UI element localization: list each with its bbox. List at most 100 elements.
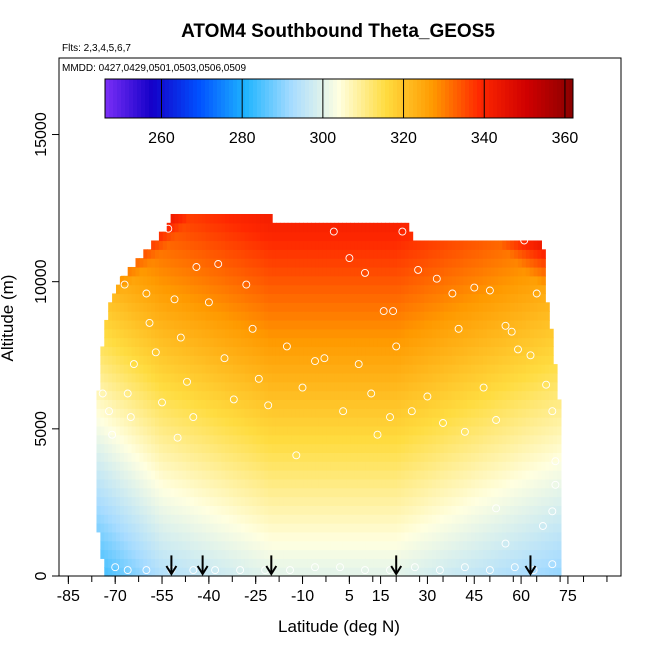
- heatmap-cell: [170, 478, 176, 489]
- heatmap-cell: [326, 337, 332, 348]
- heatmap-cell: [174, 514, 180, 524]
- heatmap-cell: [158, 567, 164, 577]
- heatmap-cell: [389, 496, 394, 506]
- heatmap-cell: [131, 293, 137, 303]
- heatmap-cell: [346, 399, 351, 409]
- heatmap-cell: [510, 461, 515, 471]
- heatmap-cell: [393, 346, 398, 356]
- heatmap-cell: [517, 266, 523, 277]
- heatmap-cell: [346, 266, 351, 277]
- x-tick-label: 60: [512, 588, 530, 605]
- heatmap-cell: [514, 434, 519, 445]
- heatmap-cell: [389, 275, 394, 286]
- heatmap-cell: [412, 461, 418, 471]
- heatmap-cell: [377, 434, 382, 445]
- heatmap-cell: [525, 417, 531, 427]
- heatmap-cell: [432, 531, 437, 542]
- heatmap-cell: [315, 567, 320, 577]
- heatmap-cell: [295, 337, 301, 348]
- heatmap-cell: [475, 443, 480, 453]
- heatmap-cell: [478, 461, 484, 471]
- heatmap-cell: [541, 284, 546, 295]
- heatmap-cell: [318, 531, 324, 542]
- heatmap-cell: [119, 319, 125, 330]
- heatmap-cell: [424, 540, 429, 551]
- heatmap-cell: [471, 258, 476, 268]
- heatmap-cell: [455, 549, 461, 559]
- heatmap-cell: [463, 540, 468, 551]
- heatmap-cell: [354, 328, 359, 339]
- heatmap-cell: [229, 346, 234, 356]
- heatmap-cell: [194, 505, 199, 515]
- heatmap-cell: [119, 496, 125, 506]
- heatmap-cell: [135, 461, 140, 471]
- heatmap-cell: [115, 364, 121, 374]
- observation-point: [111, 563, 120, 572]
- heatmap-cell: [361, 505, 367, 515]
- heatmap-cell: [283, 249, 289, 259]
- observation-point: [158, 398, 166, 407]
- heatmap-cell: [400, 558, 406, 568]
- heatmap-cell: [151, 452, 156, 462]
- heatmap-cell: [408, 364, 414, 374]
- heatmap-cell: [131, 266, 137, 277]
- heatmap-cell: [549, 372, 554, 383]
- heatmap-cell: [428, 523, 433, 533]
- heatmap-cell: [436, 346, 441, 356]
- heatmap-cell: [514, 337, 519, 348]
- heatmap-cell: [408, 240, 414, 250]
- heatmap-cell: [201, 249, 207, 259]
- heatmap-cell: [525, 399, 531, 409]
- heatmap-cell: [182, 399, 187, 409]
- heatmap-cell: [279, 275, 285, 286]
- heatmap-cell: [553, 540, 558, 551]
- heatmap-cell: [428, 399, 433, 409]
- heatmap-cell: [510, 443, 515, 453]
- heatmap-cell: [400, 240, 406, 250]
- heatmap-cell: [170, 425, 176, 436]
- heatmap-cell: [502, 452, 507, 462]
- heatmap-cell: [533, 311, 539, 321]
- heatmap-cell: [311, 328, 316, 339]
- heatmap-cell: [194, 249, 199, 259]
- heatmap-cell: [420, 461, 425, 471]
- heatmap-cell: [381, 567, 386, 577]
- heatmap-cell: [475, 346, 480, 356]
- heatmap-cell: [436, 399, 441, 409]
- heatmap-cell: [123, 425, 129, 436]
- heatmap-cell: [112, 328, 117, 339]
- heatmap-cell: [529, 417, 535, 427]
- heatmap-cell: [100, 531, 105, 542]
- heatmap-cell: [400, 328, 406, 339]
- heatmap-cell: [342, 549, 347, 559]
- heatmap-cell: [205, 549, 211, 559]
- heatmap-cell: [166, 531, 172, 542]
- heatmap-cell: [365, 523, 371, 533]
- heatmap-cell: [318, 461, 324, 471]
- heatmap-cell: [322, 249, 328, 259]
- heatmap-cell: [404, 461, 410, 471]
- heatmap-cell: [307, 390, 312, 401]
- heatmap-cell: [201, 478, 207, 489]
- heatmap-cell: [389, 487, 394, 498]
- heatmap-cell: [178, 258, 183, 268]
- heatmap-cell: [475, 302, 480, 312]
- heatmap-cell: [424, 496, 429, 506]
- observation-point: [470, 283, 479, 292]
- heatmap-cell: [459, 337, 464, 348]
- heatmap-cell: [100, 487, 105, 498]
- heatmap-cell: [365, 408, 371, 418]
- heatmap-cell: [490, 364, 496, 374]
- heatmap-cell: [166, 558, 172, 568]
- heatmap-cell: [424, 425, 429, 436]
- heatmap-cell: [389, 514, 394, 524]
- heatmap-cell: [525, 355, 531, 365]
- heatmap-cell: [194, 328, 199, 339]
- heatmap-cell: [447, 355, 453, 365]
- heatmap-cell: [139, 567, 144, 577]
- heatmap-cell: [369, 549, 375, 559]
- heatmap-cell: [412, 240, 418, 250]
- colorbar-swatch: [409, 79, 414, 118]
- heatmap-cell: [119, 505, 125, 515]
- heatmap-cell: [322, 549, 328, 559]
